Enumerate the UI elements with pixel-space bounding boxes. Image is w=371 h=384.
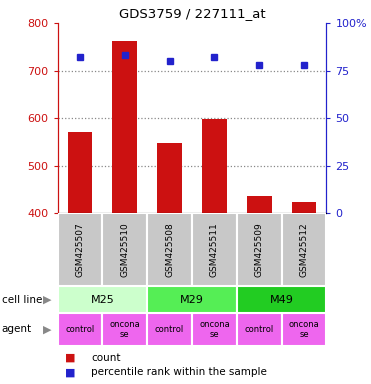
Text: ■: ■ — [65, 353, 75, 363]
Text: ▶: ▶ — [43, 295, 51, 305]
Text: M25: M25 — [91, 295, 114, 305]
Bar — [282, 313, 326, 346]
Bar — [237, 213, 282, 286]
Text: GSM425510: GSM425510 — [120, 222, 129, 277]
Bar — [112, 41, 137, 213]
Bar — [157, 143, 182, 213]
Text: ■: ■ — [65, 367, 75, 377]
Text: GSM425509: GSM425509 — [255, 222, 264, 277]
Text: ▶: ▶ — [43, 324, 51, 334]
Bar — [237, 313, 282, 346]
Bar — [58, 213, 102, 286]
Bar — [102, 213, 147, 286]
Text: oncona
se: oncona se — [199, 319, 230, 339]
Text: M49: M49 — [270, 295, 293, 305]
Text: oncona
se: oncona se — [289, 319, 319, 339]
Text: agent: agent — [2, 324, 32, 334]
Text: control: control — [65, 325, 95, 334]
Text: oncona
se: oncona se — [109, 319, 140, 339]
Bar — [102, 313, 147, 346]
Text: percentile rank within the sample: percentile rank within the sample — [91, 367, 267, 377]
Title: GDS3759 / 227111_at: GDS3759 / 227111_at — [119, 7, 265, 20]
Bar — [247, 195, 272, 213]
Text: M29: M29 — [180, 295, 204, 305]
Bar — [282, 213, 326, 286]
Bar — [147, 313, 192, 346]
Bar — [58, 313, 102, 346]
Text: control: control — [155, 325, 184, 334]
Text: GSM425508: GSM425508 — [165, 222, 174, 277]
Text: cell line: cell line — [2, 295, 42, 305]
Text: GSM425512: GSM425512 — [299, 222, 309, 277]
Bar — [192, 313, 237, 346]
Bar — [202, 119, 227, 213]
Bar — [68, 132, 92, 213]
Bar — [237, 286, 326, 313]
Bar — [58, 286, 147, 313]
Text: count: count — [91, 353, 121, 363]
Bar — [292, 202, 316, 213]
Bar — [147, 286, 237, 313]
Text: GSM425511: GSM425511 — [210, 222, 219, 277]
Text: GSM425507: GSM425507 — [75, 222, 85, 277]
Bar — [147, 213, 192, 286]
Text: control: control — [244, 325, 274, 334]
Bar — [192, 213, 237, 286]
